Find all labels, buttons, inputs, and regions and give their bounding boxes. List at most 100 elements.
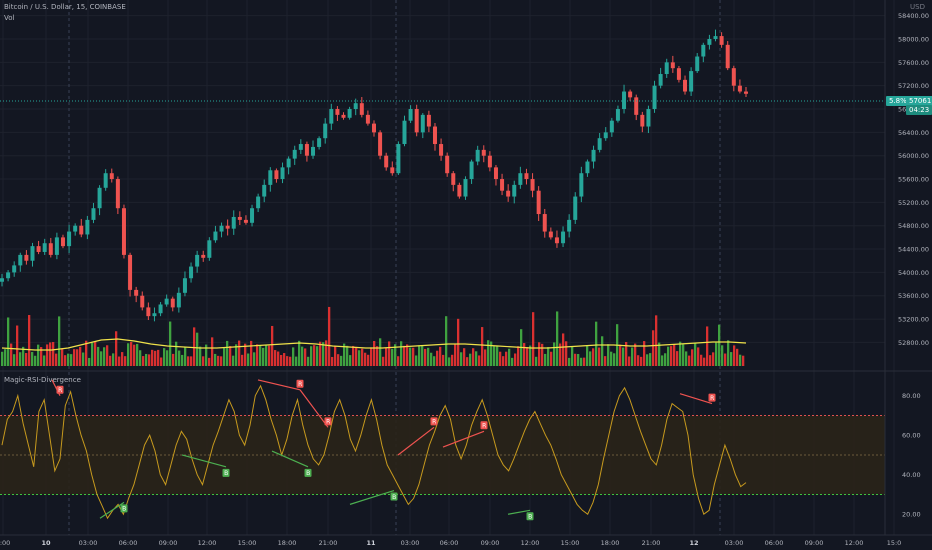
candle-body	[0, 278, 4, 282]
volume-bar	[229, 346, 232, 366]
volume-bar	[112, 353, 115, 366]
candle-body	[219, 225, 224, 232]
candle-body	[109, 173, 114, 180]
volume-bar	[601, 336, 604, 366]
rsi-axis: 80.00 60.00 40.00 20.00	[902, 392, 921, 519]
volume-bar	[481, 327, 484, 366]
price-tick-label: 55600.00	[898, 176, 929, 184]
volume-bar	[709, 355, 712, 366]
volume-bar	[688, 355, 691, 366]
volume-bar	[31, 351, 34, 366]
volume-bar	[571, 346, 574, 366]
volume-bar	[298, 340, 301, 366]
volume-bar	[478, 355, 481, 366]
volume-bar	[247, 353, 250, 366]
volume-bar	[124, 356, 127, 366]
bear-divergence-line	[397, 426, 435, 456]
volume-bar	[736, 348, 739, 366]
bear-divergence-marker-label: R	[710, 395, 714, 402]
volume-bar	[568, 357, 571, 366]
candle-body	[79, 225, 84, 235]
volume-bar	[130, 341, 133, 366]
price-axis[interactable]: 58400.0058000.0057600.0057200.0056800.00…	[898, 12, 929, 347]
volume-bar	[634, 343, 637, 366]
candle-body	[402, 120, 407, 145]
volume-bar	[460, 352, 463, 366]
volume-bar	[148, 354, 151, 366]
price-tick-label: 54800.00	[898, 222, 929, 230]
volume-bar	[391, 348, 394, 366]
volume-bar	[628, 356, 631, 366]
volume-bar	[718, 324, 721, 366]
candle-body	[542, 214, 547, 232]
candle-body	[347, 109, 352, 118]
volume-bar	[364, 352, 367, 366]
price-tick-label: 53600.00	[898, 292, 929, 300]
volume-bar	[271, 325, 274, 366]
candle-body	[432, 126, 437, 145]
bear-divergence-marker	[56, 385, 64, 394]
candle-body	[475, 149, 480, 162]
volume-bar	[418, 345, 421, 366]
volume-bar	[448, 357, 451, 366]
bull-divergence-line	[99, 501, 125, 519]
volume-bar	[538, 342, 541, 366]
volume-bar	[388, 341, 391, 366]
volume-bar	[301, 346, 304, 366]
candle-body	[451, 173, 456, 185]
volume-bar	[286, 356, 289, 366]
candle-body	[701, 44, 706, 57]
volume-bar	[190, 356, 193, 366]
candle-body	[170, 298, 175, 308]
volume-bar	[217, 355, 220, 366]
time-axis[interactable]: 1:00 10 03:00 06:00 09:00 12:00 15:00 18:00 21:0…	[0, 539, 901, 547]
volume-bar	[103, 347, 106, 366]
rsi-tick-label: 60.00	[902, 432, 921, 440]
volume-bar	[76, 349, 79, 366]
volume-bar	[439, 346, 442, 366]
candle-body	[341, 114, 346, 118]
volume-bar	[685, 351, 688, 366]
volume-bar	[79, 346, 82, 366]
volume-bar	[316, 346, 319, 366]
volume-bar	[49, 342, 52, 366]
price-tick-label: 53200.00	[898, 316, 929, 324]
volume-bar	[454, 343, 457, 366]
volume-bar	[139, 350, 142, 366]
indicator-name: Magic-RSI-Divergence	[4, 376, 81, 384]
volume-bar	[595, 321, 598, 366]
volume-bar	[307, 356, 310, 366]
volume-bar	[202, 356, 205, 366]
volume-bar	[655, 315, 658, 366]
candle-body	[530, 179, 535, 191]
candle-body	[225, 225, 230, 229]
volume-bar	[325, 340, 328, 366]
currency-label: USD	[910, 3, 925, 11]
volume-bar	[172, 353, 175, 366]
volume-bar	[409, 347, 412, 366]
candle-body	[615, 109, 620, 121]
time-tick-label: 12:00	[198, 539, 217, 547]
candle-body	[146, 307, 151, 317]
volume-bar	[370, 347, 373, 366]
candle-body	[274, 170, 279, 180]
volume-bar	[514, 353, 517, 366]
bear-divergence-marker-label: R	[298, 381, 302, 388]
volume-bar	[70, 354, 73, 366]
volume-bar	[151, 349, 154, 366]
volume-bar	[127, 343, 130, 366]
volume-bar	[397, 356, 400, 366]
volume-bar	[277, 351, 280, 366]
volume-bar	[676, 351, 679, 366]
volume-bar	[82, 352, 85, 366]
volume-bar	[679, 341, 682, 366]
candle-body	[372, 123, 376, 133]
candle-body	[646, 109, 651, 127]
candle-body	[353, 103, 358, 110]
bear-divergence-marker-label: R	[326, 419, 330, 426]
time-tick-label: 10	[41, 539, 51, 547]
volume-bar	[535, 356, 538, 366]
candle-body	[24, 254, 29, 261]
candle-body	[670, 62, 675, 69]
